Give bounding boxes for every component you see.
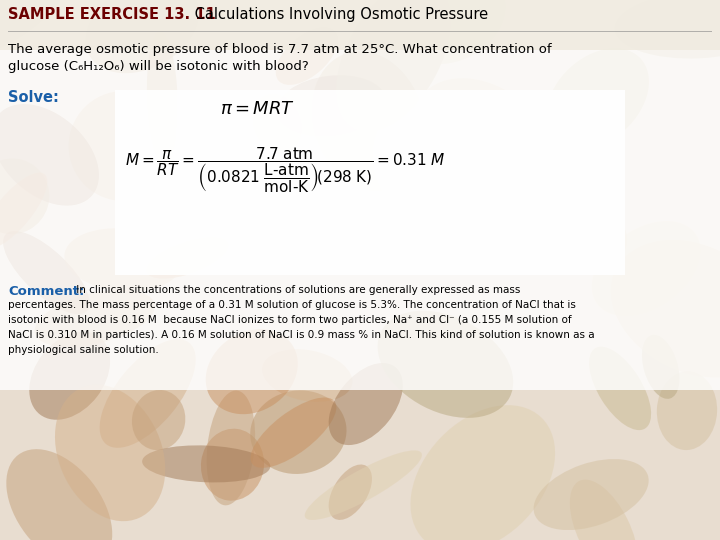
Ellipse shape [302, 170, 354, 237]
Text: Comment:: Comment: [8, 285, 84, 298]
Ellipse shape [68, 91, 179, 201]
Ellipse shape [312, 51, 426, 192]
Ellipse shape [642, 335, 680, 399]
Ellipse shape [534, 459, 649, 530]
Ellipse shape [430, 154, 555, 242]
Text: In clinical situations the concentrations of solutions are generally expressed a: In clinical situations the concentration… [73, 285, 521, 295]
Ellipse shape [390, 0, 505, 64]
Ellipse shape [377, 310, 513, 418]
Bar [115, 90, 625, 275]
Ellipse shape [64, 228, 181, 292]
Ellipse shape [611, 240, 720, 377]
Ellipse shape [0, 0, 65, 57]
Ellipse shape [201, 429, 264, 501]
Ellipse shape [512, 112, 603, 220]
Text: SAMPLE EXERCISE 13. 11: SAMPLE EXERCISE 13. 11 [8, 7, 216, 22]
Ellipse shape [395, 119, 500, 235]
Text: NaCl is 0.310 M in particles). A 0.16 M solution of NaCl is 0.9 mass % in NaCl. : NaCl is 0.310 M in particles). A 0.16 M … [8, 330, 595, 340]
Ellipse shape [251, 390, 346, 474]
Ellipse shape [207, 390, 255, 505]
Ellipse shape [276, 27, 338, 85]
Ellipse shape [566, 203, 627, 263]
Text: physiological saline solution.: physiological saline solution. [8, 345, 158, 355]
Bar [0, 0, 720, 390]
Ellipse shape [251, 397, 336, 468]
Ellipse shape [305, 450, 422, 520]
Text: The average osmotic pressure of blood is 7.7 atm at 25°C. What concentration of: The average osmotic pressure of blood is… [8, 43, 552, 56]
Ellipse shape [99, 339, 196, 448]
Ellipse shape [328, 464, 372, 520]
Ellipse shape [262, 349, 352, 402]
Text: glucose (C₆H₁₂O₆) will be isotonic with blood?: glucose (C₆H₁₂O₆) will be isotonic with … [8, 60, 309, 73]
Ellipse shape [0, 173, 48, 249]
Text: Solve:: Solve: [8, 90, 59, 105]
Bar [0, 0, 720, 50]
Text: percentages. The mass percentage of a 0.31 M solution of glucose is 5.3%. The co: percentages. The mass percentage of a 0.… [8, 300, 576, 310]
Ellipse shape [592, 221, 701, 316]
Bar [8, 30, 712, 32]
Ellipse shape [35, 290, 155, 347]
Ellipse shape [252, 93, 302, 154]
Ellipse shape [132, 390, 185, 450]
Ellipse shape [30, 332, 110, 420]
Ellipse shape [546, 48, 649, 149]
Text: Calculations Involving Osmotic Pressure: Calculations Involving Osmotic Pressure [190, 7, 488, 22]
Ellipse shape [412, 78, 560, 218]
Ellipse shape [373, 107, 473, 226]
Ellipse shape [276, 75, 386, 137]
Ellipse shape [336, 0, 451, 132]
Ellipse shape [3, 231, 90, 314]
Ellipse shape [589, 347, 651, 430]
Ellipse shape [328, 363, 402, 445]
Ellipse shape [206, 329, 298, 414]
Text: $M = \dfrac{\pi}{RT} = \dfrac{7.7\;\mathrm{atm}}{\left(0.0821\;\dfrac{\mathrm{L\: $M = \dfrac{\pi}{RT} = \dfrac{7.7\;\math… [125, 145, 445, 195]
Ellipse shape [55, 384, 165, 521]
Ellipse shape [86, 0, 199, 73]
Ellipse shape [0, 104, 99, 206]
Ellipse shape [147, 31, 178, 166]
Ellipse shape [146, 237, 229, 279]
Ellipse shape [570, 480, 638, 540]
Text: $\pi = MRT$: $\pi = MRT$ [220, 100, 295, 118]
Text: isotonic with blood is 0.16 M  because NaCl ionizes to form two particles, Na⁺ a: isotonic with blood is 0.16 M because Na… [8, 315, 572, 325]
Ellipse shape [615, 0, 720, 59]
Ellipse shape [0, 159, 49, 234]
Ellipse shape [410, 405, 555, 540]
Ellipse shape [657, 371, 717, 450]
Ellipse shape [142, 446, 270, 482]
Ellipse shape [6, 449, 112, 540]
